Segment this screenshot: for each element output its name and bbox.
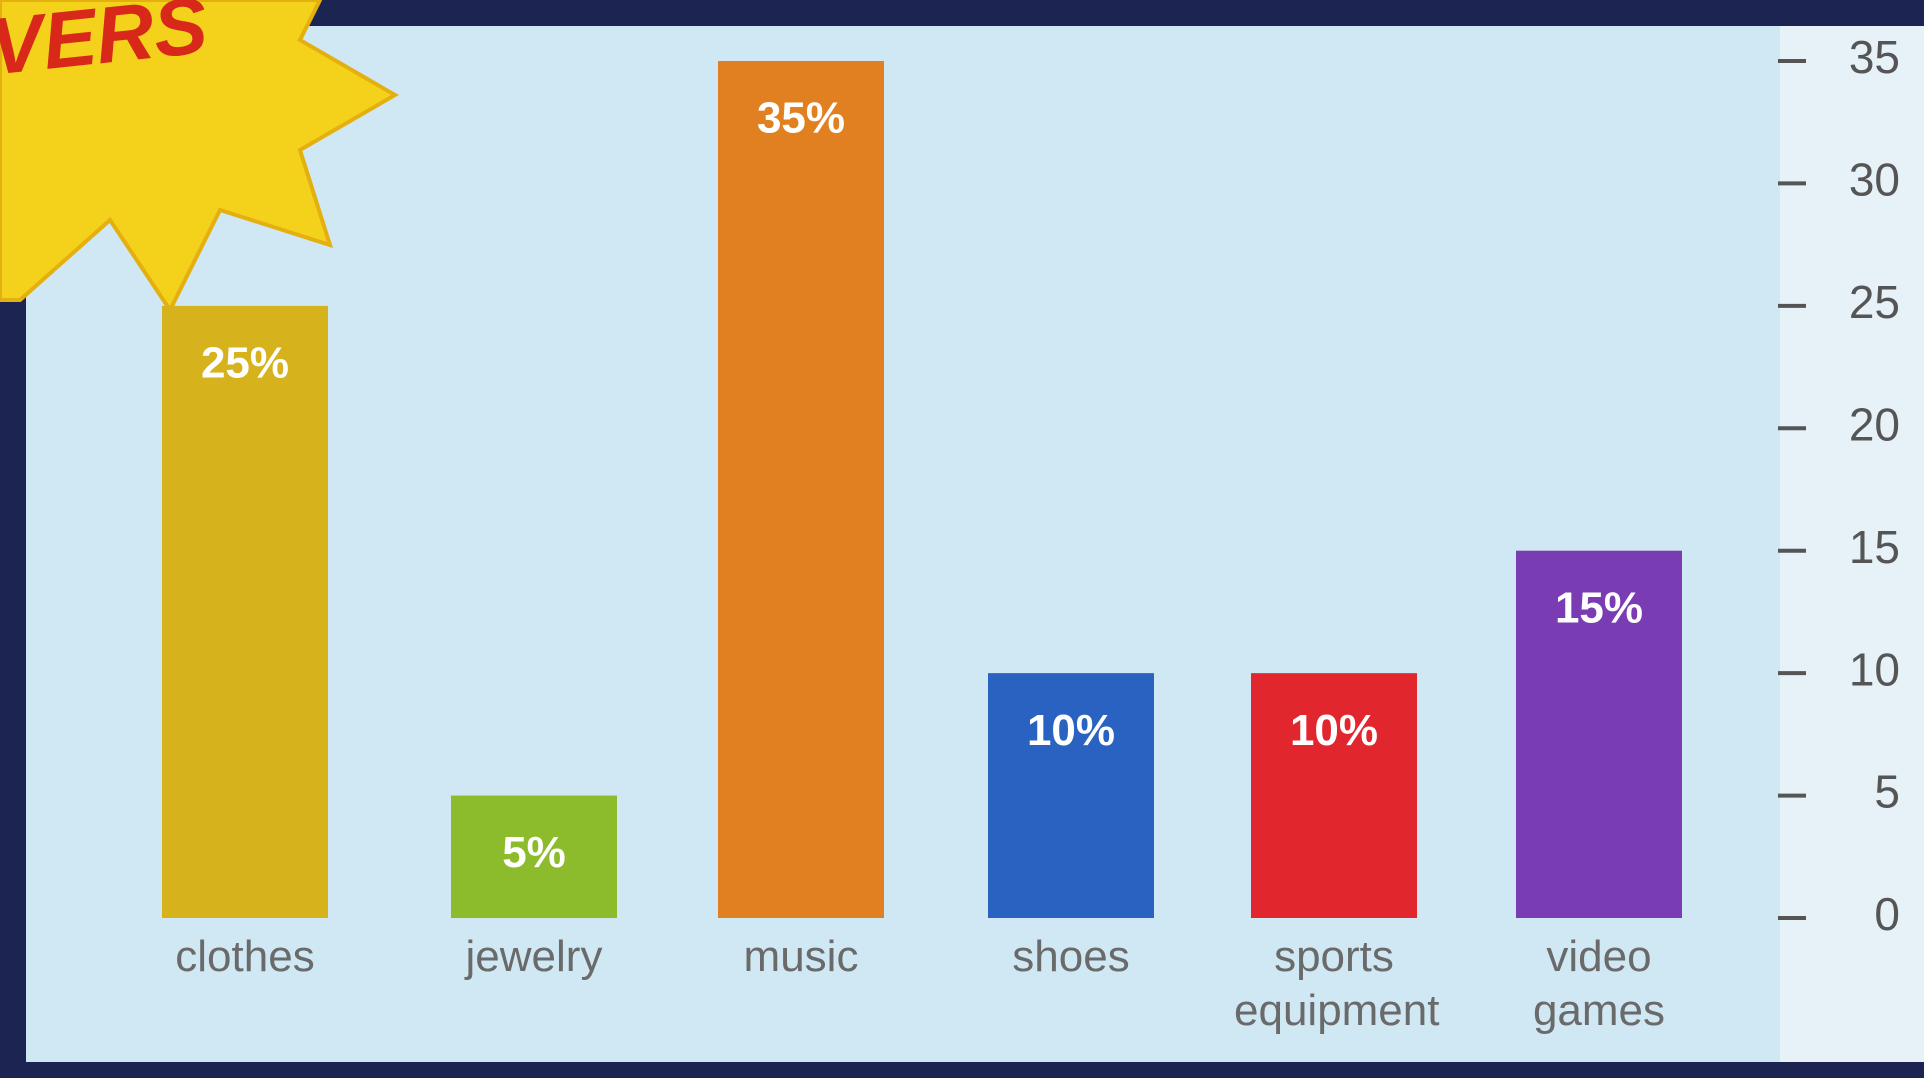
bar <box>162 305 328 918</box>
y-tick-label: 25 <box>1849 276 1900 328</box>
bar <box>1251 673 1417 918</box>
value-label: 10% <box>1290 706 1378 755</box>
y-tick-label: 10 <box>1849 643 1900 695</box>
y-tick-label: 0 <box>1874 888 1900 940</box>
x-tick-label: video games <box>1532 932 1666 1035</box>
bar <box>718 61 884 918</box>
x-tick-label: clothes <box>175 932 315 981</box>
x-tick-label: music <box>743 932 859 981</box>
value-label: 5% <box>502 828 566 877</box>
x-tick-label: shoes <box>1012 932 1130 981</box>
bar <box>1516 550 1682 918</box>
x-tick-label: sports equipment <box>1234 932 1440 1035</box>
value-label: 15% <box>1555 583 1643 632</box>
value-label: 10% <box>1027 706 1115 755</box>
value-label: 25% <box>201 338 289 387</box>
y-tick-label: 35 <box>1849 31 1900 83</box>
axis-panel <box>1780 26 1924 1062</box>
bar <box>451 795 617 918</box>
y-tick-label: 30 <box>1849 154 1900 206</box>
bar <box>988 673 1154 918</box>
y-tick-label: 20 <box>1849 398 1900 450</box>
x-tick-label: jewelry <box>465 932 603 981</box>
y-tick-label: 15 <box>1849 521 1900 573</box>
value-label: 35% <box>757 94 845 143</box>
starburst <box>0 0 399 314</box>
y-tick-label: 5 <box>1874 766 1900 818</box>
